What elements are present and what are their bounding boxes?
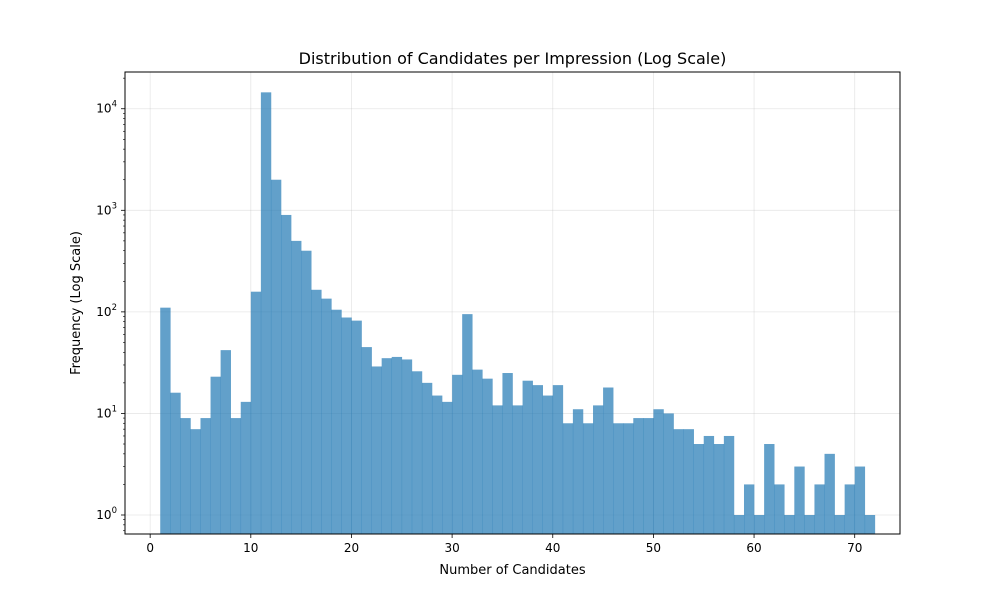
histogram-bar bbox=[331, 309, 342, 534]
histogram-bar bbox=[643, 418, 654, 534]
histogram-bar bbox=[562, 423, 574, 534]
histogram-bar bbox=[653, 409, 664, 534]
histogram-bar bbox=[844, 484, 856, 534]
histogram-bar bbox=[532, 385, 543, 534]
histogram-bar bbox=[170, 392, 181, 534]
histogram-bar bbox=[190, 429, 201, 534]
histogram-bar bbox=[623, 423, 634, 534]
histogram-bar bbox=[824, 453, 835, 534]
histogram-bar bbox=[321, 298, 332, 534]
histogram-bar bbox=[210, 376, 221, 534]
y-tick-label: 104 bbox=[96, 100, 117, 116]
histogram-bar bbox=[411, 371, 423, 534]
histogram-bar bbox=[401, 359, 413, 534]
histogram-bar bbox=[502, 373, 513, 534]
x-tick-label: 10 bbox=[243, 541, 258, 555]
histogram-bar bbox=[522, 380, 533, 534]
histogram-bar bbox=[341, 317, 352, 534]
y-tick-label: 101 bbox=[96, 404, 117, 420]
histogram-bar bbox=[270, 179, 282, 535]
x-tick-label: 30 bbox=[444, 541, 459, 555]
histogram-bar bbox=[804, 514, 815, 534]
histogram-bar bbox=[593, 405, 604, 534]
histogram-bar bbox=[492, 405, 503, 534]
histogram-bar bbox=[613, 423, 624, 534]
histogram-bar bbox=[281, 214, 292, 534]
histogram-bar bbox=[774, 484, 785, 534]
histogram-bar bbox=[743, 484, 755, 534]
histogram-bar bbox=[311, 289, 322, 534]
histogram-bar bbox=[472, 369, 483, 534]
histogram-bar bbox=[442, 401, 453, 534]
histogram-bar bbox=[683, 429, 694, 534]
histogram-bar bbox=[814, 484, 825, 534]
histogram-bar bbox=[361, 347, 372, 534]
y-tick-label: 100 bbox=[96, 506, 117, 522]
histogram-bar bbox=[834, 514, 845, 534]
x-tick-label: 20 bbox=[344, 541, 359, 555]
plot-frame bbox=[124, 71, 901, 535]
histogram-bar bbox=[733, 514, 745, 534]
histogram-bar bbox=[552, 385, 564, 534]
y-axis-title: Frequency (Log Scale) bbox=[69, 231, 84, 375]
histogram-bar bbox=[371, 366, 382, 534]
histogram-bar bbox=[291, 240, 302, 534]
histogram-bar bbox=[351, 320, 362, 534]
histogram-bar bbox=[693, 444, 705, 534]
histogram-bar bbox=[180, 418, 191, 534]
histogram-bar bbox=[381, 358, 393, 534]
histogram-bar bbox=[421, 382, 433, 534]
histogram-bar bbox=[482, 378, 493, 534]
histogram-bar bbox=[603, 387, 614, 534]
histogram-bar bbox=[391, 356, 403, 534]
histogram-bar bbox=[452, 374, 463, 534]
histogram-bar bbox=[431, 395, 443, 534]
y-axis-ticks: 100 101 102 103 104 bbox=[96, 77, 125, 532]
y-tick-label: 102 bbox=[96, 303, 117, 319]
histogram-bar bbox=[301, 250, 312, 535]
histogram-bar bbox=[250, 291, 262, 534]
y-tick-label: 103 bbox=[96, 201, 117, 217]
histogram-bar bbox=[542, 395, 554, 534]
histogram-bar bbox=[200, 418, 211, 534]
histogram-bar bbox=[240, 401, 252, 534]
x-tick-label: 40 bbox=[545, 541, 560, 555]
histogram-bar bbox=[754, 514, 765, 534]
histogram-bar bbox=[230, 418, 242, 534]
histogram-bar bbox=[160, 307, 171, 534]
histogram-bar bbox=[462, 314, 473, 534]
x-tick-label: 50 bbox=[646, 541, 661, 555]
histogram-bar bbox=[703, 435, 715, 534]
chart-title: Distribution of Candidates per Impressio… bbox=[299, 49, 727, 68]
histogram-bar bbox=[633, 418, 644, 534]
histogram-bar bbox=[723, 435, 735, 534]
histogram-bar bbox=[713, 444, 725, 534]
histogram-bar bbox=[260, 92, 272, 534]
x-axis-ticks: 0 10 20 30 40 50 60 70 bbox=[146, 534, 862, 555]
histogram-bar bbox=[512, 405, 523, 534]
histogram-bar bbox=[572, 409, 584, 534]
x-axis-title: Number of Candidates bbox=[439, 563, 585, 578]
histogram-bars bbox=[160, 92, 876, 535]
x-tick-label: 60 bbox=[746, 541, 761, 555]
x-tick-label: 0 bbox=[146, 541, 154, 555]
histogram-bar bbox=[582, 423, 594, 534]
histogram-bar bbox=[673, 429, 684, 534]
histogram-bar bbox=[663, 413, 674, 534]
histogram-bar bbox=[784, 514, 795, 534]
histogram-bar bbox=[854, 466, 866, 534]
histogram-bar bbox=[864, 514, 876, 534]
histogram-bar bbox=[794, 466, 805, 534]
x-tick-label: 70 bbox=[847, 541, 862, 555]
histogram-bar bbox=[220, 350, 231, 534]
histogram-bar bbox=[764, 444, 775, 534]
